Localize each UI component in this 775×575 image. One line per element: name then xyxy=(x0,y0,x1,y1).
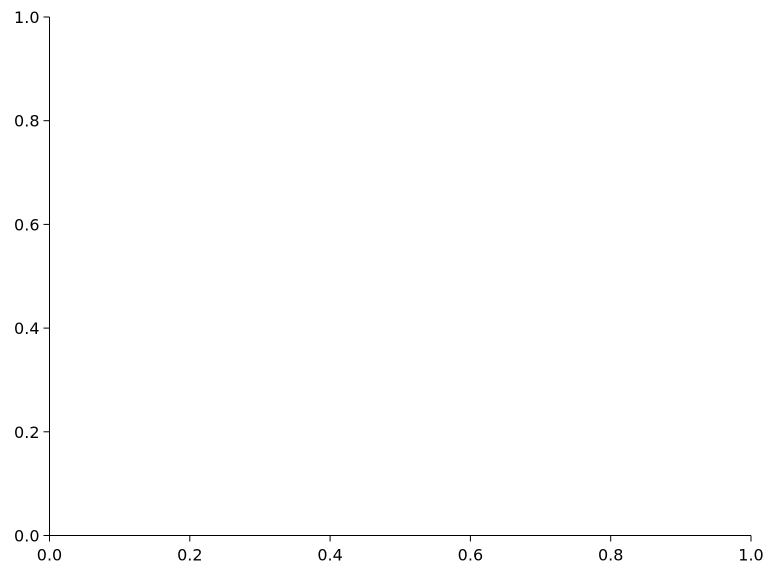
y-tick-label: 0.0 xyxy=(14,527,39,546)
y-tick-label: 0.4 xyxy=(14,319,39,338)
x-tick-label: 0.2 xyxy=(177,546,202,565)
x-tick-label: 0.6 xyxy=(458,546,483,565)
y-tick-label: 0.6 xyxy=(14,215,39,234)
y-tick-label: 0.2 xyxy=(14,423,39,442)
y-ticks: 0.0 0.2 0.4 0.6 0.8 1.0 xyxy=(14,8,50,546)
x-tick-label: 1.0 xyxy=(738,546,763,565)
x-tick-label: 0.8 xyxy=(598,546,623,565)
x-tick-label: 0.4 xyxy=(317,546,342,565)
x-tick-label: 0.0 xyxy=(37,546,62,565)
y-tick-label: 1.0 xyxy=(14,8,39,27)
y-tick-label: 0.8 xyxy=(14,112,39,131)
x-ticks: 0.0 0.2 0.4 0.6 0.8 1.0 xyxy=(37,535,764,565)
